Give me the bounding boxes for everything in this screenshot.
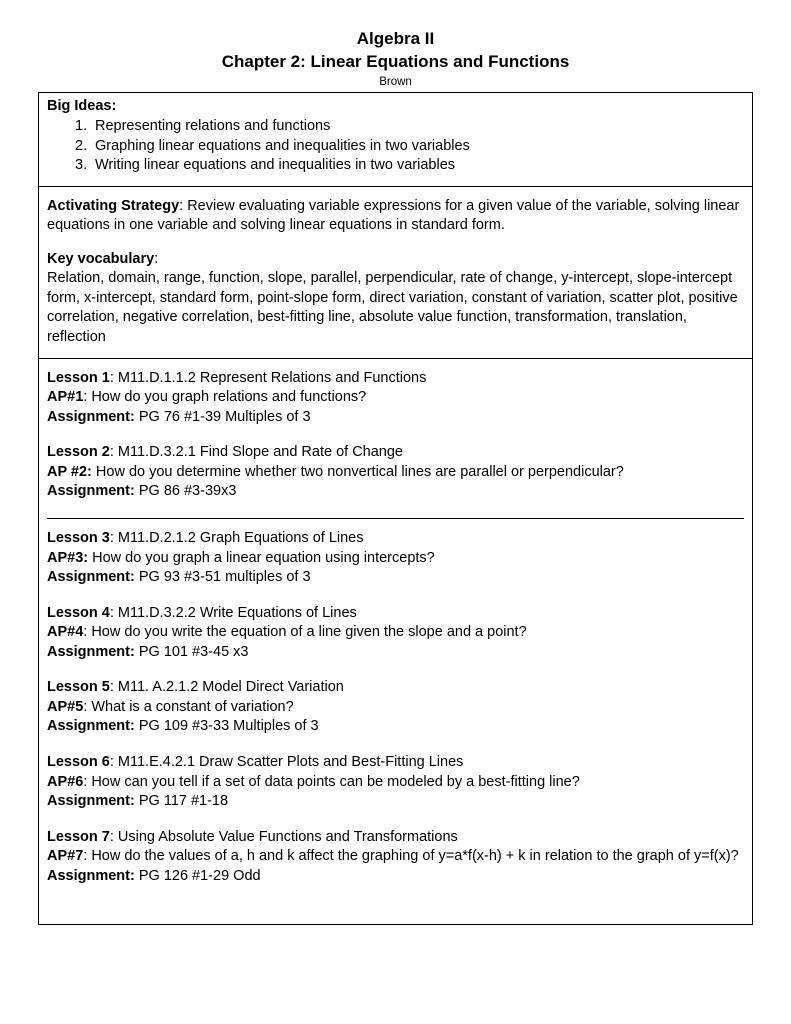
document-header: Algebra II Chapter 2: Linear Equations a…: [38, 28, 753, 90]
lesson-2: Lesson 2: M11.D.3.2.1 Find Slope and Rat…: [47, 443, 744, 502]
ap-text: : How can you tell if a set of data poin…: [83, 774, 580, 790]
assignment-label: Assignment:: [47, 644, 135, 660]
assignment-label: Assignment:: [47, 569, 135, 585]
lesson-7: Lesson 7: Using Absolute Value Functions…: [47, 828, 744, 887]
assignment-text: PG 126 #1-29 Odd: [135, 868, 261, 884]
lesson-text: : M11.D.2.1.2 Graph Equations of Lines: [110, 530, 364, 546]
lesson-1: Lesson 1: M11.D.1.1.2 Represent Relation…: [47, 369, 744, 428]
ap-label: AP#5: [47, 699, 83, 715]
course-title: Algebra II: [38, 28, 753, 51]
assignment-text: PG 93 #3-51 multiples of 3: [135, 569, 311, 585]
lesson-text: : Using Absolute Value Functions and Tra…: [110, 829, 458, 845]
activating-strategy: Activating Strategy: Review evaluating v…: [47, 197, 744, 236]
ap-label: AP#4: [47, 624, 83, 640]
lesson-label: Lesson 1: [47, 370, 110, 386]
lesson-4: Lesson 4: M11.D.3.2.2 Write Equations of…: [47, 604, 744, 663]
idea-text: Graphing linear equations and inequaliti…: [95, 138, 470, 154]
assignment-text: PG 117 #1-18: [135, 793, 228, 809]
idea-text: Writing linear equations and inequalitie…: [95, 157, 455, 173]
ap-label: AP#7: [47, 848, 83, 864]
ap-text: : What is a constant of variation?: [83, 699, 293, 715]
assignment-label: Assignment:: [47, 793, 135, 809]
vocab-label: Key vocabulary: [47, 251, 154, 267]
ap-text: : How do you graph relations and functio…: [83, 389, 366, 405]
key-vocabulary: Key vocabulary: Relation, domain, range,…: [47, 250, 744, 348]
ap-text: How do you determine whether two nonvert…: [92, 464, 624, 480]
lesson-text: : M11.D.1.1.2 Represent Relations and Fu…: [110, 370, 427, 386]
big-ideas-list: 1.Representing relations and functions 2…: [47, 117, 744, 176]
assignment-text: PG 101 #3-45 x3: [135, 644, 249, 660]
divider: [47, 518, 744, 519]
divider: [39, 186, 752, 187]
list-item: 3.Writing linear equations and inequalit…: [75, 156, 744, 176]
divider: [39, 358, 752, 359]
lesson-5: Lesson 5: M11. A.2.1.2 Model Direct Vari…: [47, 678, 744, 737]
lesson-text: : M11.D.3.2.1 Find Slope and Rate of Cha…: [110, 444, 403, 460]
lesson-6: Lesson 6: M11.E.4.2.1 Draw Scatter Plots…: [47, 753, 744, 812]
lesson-text: : M11.D.3.2.2 Write Equations of Lines: [110, 605, 357, 621]
lesson-label: Lesson 4: [47, 605, 110, 621]
ap-text: How do you graph a linear equation using…: [88, 550, 435, 566]
lesson-text: : M11.E.4.2.1 Draw Scatter Plots and Bes…: [110, 754, 464, 770]
ap-label: AP#3:: [47, 550, 88, 566]
lesson-label: Lesson 6: [47, 754, 110, 770]
assignment-label: Assignment:: [47, 483, 135, 499]
lesson-label: Lesson 3: [47, 530, 110, 546]
list-item: 1.Representing relations and functions: [75, 117, 744, 137]
big-ideas-section: Big Ideas: 1.Representing relations and …: [47, 97, 744, 175]
assignment-text: PG 76 #1-39 Multiples of 3: [135, 409, 311, 425]
assignment-label: Assignment:: [47, 868, 135, 884]
assignment-label: Assignment:: [47, 409, 135, 425]
lesson-label: Lesson 7: [47, 829, 110, 845]
assignment-label: Assignment:: [47, 718, 135, 734]
ap-text: : How do you write the equation of a lin…: [83, 624, 526, 640]
list-item: 2.Graphing linear equations and inequali…: [75, 137, 744, 157]
assignment-text: PG 109 #3-33 Multiples of 3: [135, 718, 319, 734]
content-box: Big Ideas: 1.Representing relations and …: [38, 92, 753, 925]
ap-label: AP #2:: [47, 464, 92, 480]
activating-label: Activating Strategy: [47, 198, 179, 214]
lesson-text: : M11. A.2.1.2 Model Direct Variation: [110, 679, 344, 695]
assignment-text: PG 86 #3-39x3: [135, 483, 237, 499]
vocab-text: Relation, domain, range, function, slope…: [47, 269, 744, 347]
teacher-name: Brown: [38, 75, 753, 91]
lesson-label: Lesson 2: [47, 444, 110, 460]
ap-label: AP#6: [47, 774, 83, 790]
ap-text: : How do the values of a, h and k affect…: [83, 848, 738, 864]
lesson-3: Lesson 3: M11.D.2.1.2 Graph Equations of…: [47, 529, 744, 588]
chapter-title: Chapter 2: Linear Equations and Function…: [38, 51, 753, 74]
big-ideas-heading: Big Ideas:: [47, 97, 744, 117]
lesson-label: Lesson 5: [47, 679, 110, 695]
idea-text: Representing relations and functions: [95, 118, 330, 134]
ap-label: AP#1: [47, 389, 83, 405]
